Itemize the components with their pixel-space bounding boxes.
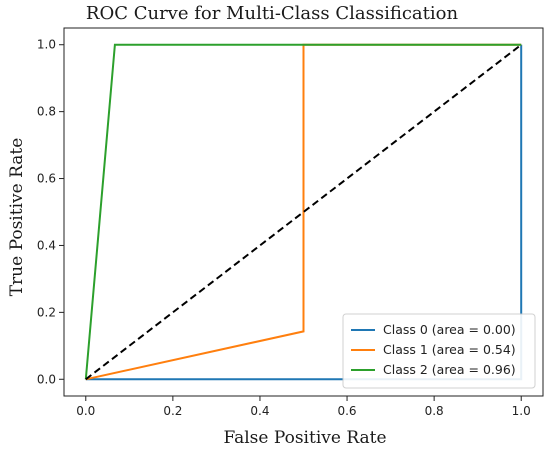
- x-tick-label-3: 0.6: [337, 404, 356, 418]
- roc-line-class-2: [84, 43, 522, 380]
- x-tick-label-0: 0.0: [76, 404, 95, 418]
- legend-label-class-1: Class 1 (area = 0.54): [383, 342, 516, 357]
- x-tick-label-4: 0.8: [425, 404, 444, 418]
- chart-title: ROC Curve for Multi-Class Classification: [86, 3, 459, 24]
- legend-label-class-0: Class 0 (area = 0.00): [383, 322, 516, 337]
- chance-diagonal-line: [85, 43, 522, 381]
- y-tick-label-5: 1.0: [37, 38, 56, 52]
- plot-frame: [63, 27, 544, 397]
- y-tick-label-4: 0.8: [37, 105, 56, 119]
- y-axis-title: True Positive Rate: [7, 138, 27, 297]
- x-tick-label-5: 1.0: [512, 404, 531, 418]
- x-tick-label-1: 0.2: [163, 404, 182, 418]
- y-tick-label-0: 0.0: [37, 372, 56, 386]
- y-tick-label-1: 0.2: [37, 305, 56, 319]
- x-tick-label-2: 0.4: [250, 404, 269, 418]
- y-tick-label-3: 0.6: [37, 172, 56, 186]
- y-tick-label-2: 0.4: [37, 238, 56, 252]
- legend-label-class-2: Class 2 (area = 0.96): [383, 362, 516, 377]
- legend-box: [342, 313, 536, 389]
- x-axis-title: False Positive Rate: [223, 428, 386, 448]
- plot-area: 0.0 0.2 0.4 0.6 0.8 1.0 0.0 0.2 0.4 0.6 0.8 1.0 Clas…: [37, 27, 544, 418]
